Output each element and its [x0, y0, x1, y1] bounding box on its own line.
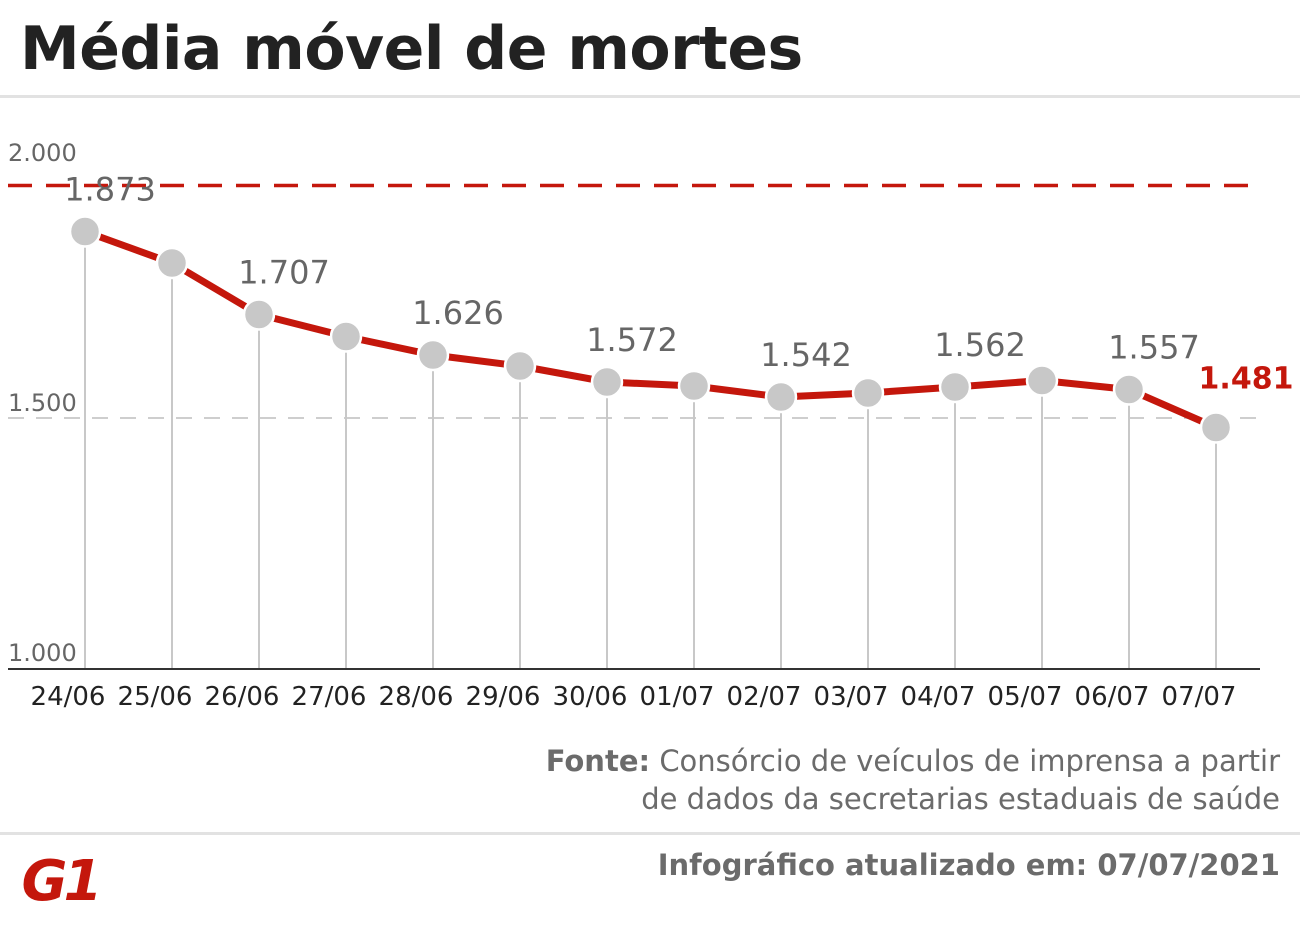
data-point-06/07 — [1112, 373, 1146, 406]
x-tick-label: 04/07 — [901, 682, 976, 712]
updated-note: Infográfico atualizado em: 07/07/2021 — [657, 848, 1280, 882]
data-point-25/06 — [155, 246, 189, 280]
x-tick-label: 03/07 — [814, 682, 889, 712]
top-divider — [0, 95, 1300, 98]
data-point-26/06 — [242, 298, 276, 331]
x-tick-label: 26/06 — [205, 682, 280, 712]
x-tick-label: 29/06 — [466, 682, 541, 712]
x-tick-label: 30/06 — [553, 682, 628, 712]
data-point-07/07 — [1199, 411, 1233, 444]
data-label: 1.572 — [586, 321, 678, 359]
data-point-28/06 — [416, 338, 450, 372]
data-point-05/07 — [1025, 364, 1059, 397]
data-label: 1.626 — [412, 294, 504, 332]
line-chart: 2.000 1.500 1.000 1.873 1.707 1.626 1.572 1.542… — [8, 139, 1294, 712]
x-tick-label: 25/06 — [118, 682, 193, 712]
data-point-29/06 — [503, 349, 537, 383]
y-tick-label: 1.000 — [8, 639, 77, 667]
data-point-04/07 — [938, 370, 972, 404]
x-tick-label: 02/07 — [727, 682, 802, 712]
x-tick-label: 05/07 — [988, 682, 1063, 712]
page-title: Média móvel de mortes — [20, 14, 803, 84]
data-label: 1.562 — [934, 326, 1026, 364]
x-tick-label: 07/07 — [1162, 682, 1237, 712]
bottom-divider — [0, 832, 1300, 835]
x-tick-label: 28/06 — [379, 682, 454, 712]
g1-logo: G1 — [22, 850, 100, 908]
data-label-highlight: 1.481 — [1199, 362, 1294, 397]
data-point-27/06 — [329, 320, 363, 353]
y-tick-label: 2.000 — [8, 139, 77, 167]
y-tick-label: 1.500 — [8, 389, 77, 417]
data-label: 1.542 — [760, 336, 852, 374]
source-text-line2: de dados da secretarias estaduais de saú… — [641, 782, 1280, 816]
x-tick-label: 27/06 — [292, 682, 367, 712]
data-label: 1.557 — [1108, 329, 1200, 367]
g1-logo-text: G1 — [22, 850, 99, 908]
source-text-line1: Consórcio de veículos de imprensa a part… — [659, 744, 1280, 778]
data-label: 1.707 — [238, 254, 330, 292]
data-point-02/07 — [764, 380, 798, 414]
data-point-30/06 — [590, 365, 624, 399]
x-tick-label: 01/07 — [640, 682, 715, 712]
data-point-01/07 — [677, 369, 711, 403]
x-tick-label: 24/06 — [31, 682, 106, 712]
data-point-24/06 — [68, 215, 102, 248]
source-note: Fonte: Consórcio de veículos de imprensa… — [380, 742, 1280, 818]
source-label: Fonte: — [545, 744, 651, 778]
data-label: 1.873 — [64, 171, 156, 209]
x-tick-label: 06/07 — [1075, 682, 1150, 712]
data-point-03/07 — [851, 376, 885, 410]
